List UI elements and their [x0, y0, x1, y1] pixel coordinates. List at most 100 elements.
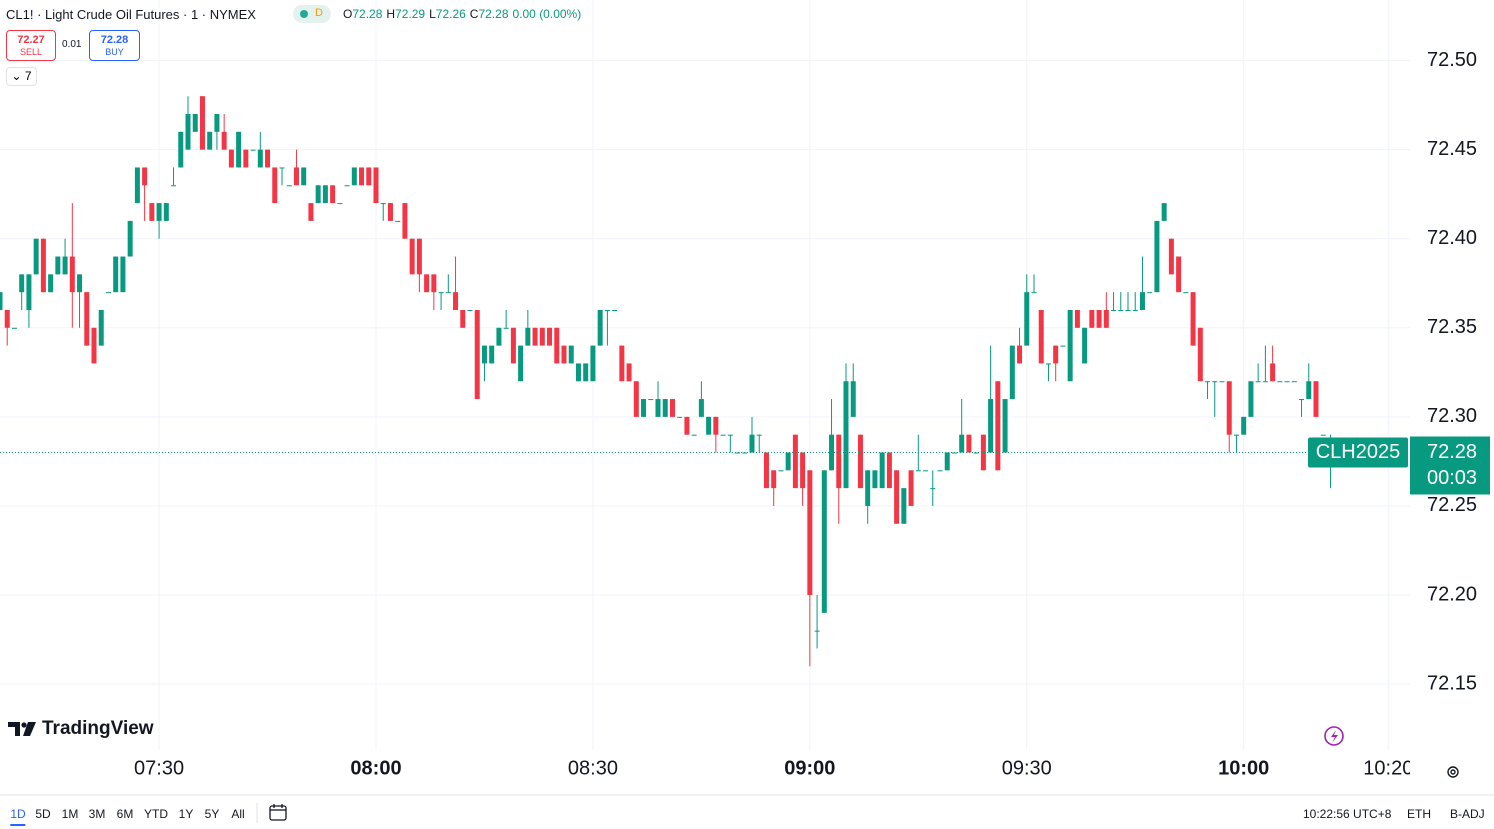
candle-body [518, 345, 524, 382]
candle-body [1190, 292, 1196, 346]
candle-body [373, 167, 379, 204]
candle-body [1125, 309, 1131, 311]
lightning-icon[interactable] [1324, 726, 1344, 746]
calendar-icon[interactable] [269, 804, 287, 821]
range-button[interactable]: 1M [61, 807, 79, 821]
candle-body [857, 434, 863, 489]
candle-body [4, 309, 10, 328]
adjust-toggle[interactable]: B-ADJ [1450, 807, 1485, 821]
buy-button[interactable]: 72.28 BUY [89, 30, 140, 61]
candle-body [91, 327, 97, 364]
candle-body [1139, 292, 1145, 310]
candle-body [727, 434, 733, 436]
candle-body [1074, 309, 1080, 328]
candle-body [525, 327, 531, 346]
y-tick-label: 72.40 [1427, 227, 1477, 249]
candle-body [988, 399, 994, 453]
candle-body [0, 292, 3, 310]
candle-body [120, 256, 126, 293]
indicator-count: 7 [24, 69, 32, 83]
candle-body [1233, 434, 1239, 436]
candle-body [807, 470, 813, 596]
candle-body [178, 131, 184, 168]
candle-body [359, 167, 365, 186]
range-button[interactable]: 3M [88, 807, 106, 821]
logo-text: TradingView [42, 718, 154, 739]
range-button[interactable]: 5D [35, 807, 51, 821]
candle-body [1248, 381, 1254, 417]
x-tick-label: 07:30 [134, 757, 184, 779]
candle-body [113, 256, 119, 293]
ohlc-label: C [469, 7, 479, 21]
candle-body [1241, 416, 1247, 435]
candle-body [597, 309, 603, 346]
market-badge[interactable]: D [293, 5, 331, 23]
indicator-toggle[interactable]: ⌄ 7 [6, 67, 37, 86]
last-price-box [1410, 436, 1490, 495]
candle-body [1299, 399, 1305, 401]
candle-body [445, 292, 451, 294]
candle-body [590, 345, 596, 382]
sell-button[interactable]: 72.27 SELL [6, 30, 56, 61]
ohlc-value: 72.28 [352, 7, 383, 21]
candle-body [763, 452, 769, 489]
candle-body [98, 309, 104, 346]
ohlc-change: 0.00 (0.00%) [512, 7, 582, 21]
session-toggle[interactable]: ETH [1407, 807, 1431, 821]
candle-body [293, 167, 299, 186]
candle-body [1132, 309, 1138, 311]
ohlc-value: 72.26 [435, 7, 466, 21]
candle-body [836, 434, 842, 489]
range-button[interactable]: All [231, 807, 245, 821]
candle-body [366, 167, 372, 186]
candle-body [489, 345, 495, 364]
settings-icon[interactable] [1447, 766, 1459, 778]
candle-body [966, 434, 972, 453]
candle-body [250, 149, 256, 151]
buy-label: BUY [105, 47, 124, 57]
last-price-label: 72.28 [1427, 441, 1477, 463]
candle-body [481, 345, 487, 364]
candle-body [163, 203, 169, 221]
candle-body [62, 256, 68, 275]
candle-body [1168, 238, 1174, 275]
candle-body [937, 470, 943, 472]
candle-body [1226, 381, 1232, 435]
candle-body [1277, 381, 1283, 383]
y-tick-label: 72.15 [1427, 672, 1477, 694]
candle-body [879, 452, 885, 489]
candle-body [814, 630, 820, 632]
candle-body [604, 309, 610, 311]
range-button[interactable]: 6M [116, 807, 134, 821]
candle-body [901, 488, 907, 524]
range-button[interactable]: 5Y [204, 807, 220, 821]
candle-body [207, 131, 213, 150]
candle-body [1161, 203, 1167, 221]
candle-body [228, 149, 234, 168]
candle-body [1205, 381, 1211, 383]
candle-body [655, 399, 661, 417]
candle-body [756, 434, 762, 436]
clock[interactable]: 10:22:56 UTC+8 [1303, 807, 1392, 821]
x-tick-label: 10:20 [1363, 757, 1413, 779]
candle-body [1111, 309, 1117, 311]
candle-body [1118, 309, 1124, 311]
candle-body [554, 327, 560, 364]
candle-body [872, 470, 878, 489]
candle-body [735, 452, 741, 454]
range-button[interactable]: 1D [10, 807, 26, 826]
candle-body [1017, 345, 1023, 364]
candle-body [308, 203, 314, 221]
range-button[interactable]: 1Y [178, 807, 194, 821]
range-button[interactable]: YTD [144, 807, 168, 821]
candle-body [532, 327, 538, 346]
candle-body [1219, 381, 1225, 383]
badge-label: D [315, 7, 323, 19]
candle-body [1082, 327, 1088, 364]
candle-body [409, 238, 415, 275]
status-dot [300, 10, 308, 18]
y-tick-label: 72.45 [1427, 138, 1477, 160]
candle-body [1255, 381, 1261, 383]
candle-body [1154, 220, 1160, 293]
